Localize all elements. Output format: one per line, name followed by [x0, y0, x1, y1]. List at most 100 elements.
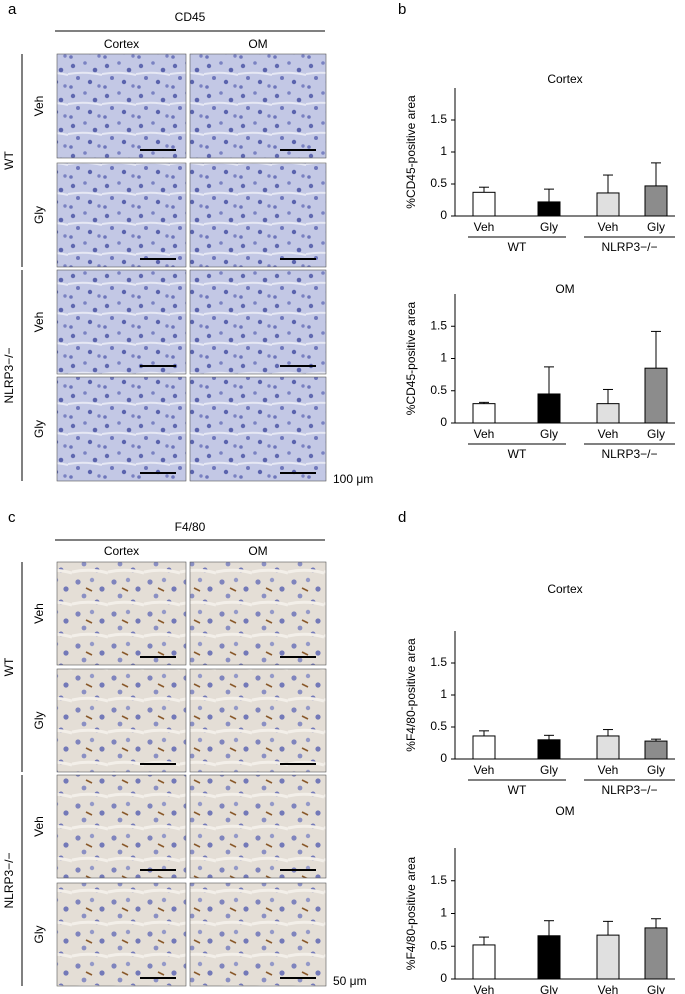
x-tick-label: Veh [474, 763, 495, 777]
genotype-label: WT [2, 657, 16, 676]
row-label: Veh [32, 603, 46, 624]
bar [596, 403, 620, 424]
column-label: OM [248, 37, 267, 51]
x-tick-label: Gly [647, 220, 665, 234]
x-tick-label: Gly [540, 763, 558, 777]
bar [644, 185, 668, 217]
bar [472, 191, 496, 217]
y-tick-label: 1 [440, 687, 447, 701]
row-label: Gly [32, 926, 46, 944]
micrograph [56, 269, 187, 375]
y-tick-label: 1 [440, 351, 447, 365]
marker-label: F4/80 [175, 520, 206, 534]
y-tick-label: 1.5 [430, 655, 447, 669]
y-axis-label: %F4/80-positive area [404, 856, 418, 970]
bar [596, 735, 620, 760]
column-label: Cortex [104, 544, 139, 558]
genotype-label: NLRP3−/− [2, 347, 16, 403]
micrograph [189, 269, 327, 375]
row-label: Veh [32, 312, 46, 333]
bar [472, 944, 496, 980]
column-label: Cortex [104, 37, 139, 51]
genotype-label: WT [2, 151, 16, 170]
bar [644, 367, 668, 424]
group-label: WT [508, 240, 527, 254]
y-axis-label: %CD45-positive area [404, 301, 418, 415]
x-tick-label: Gly [647, 983, 665, 994]
x-tick-label: Gly [540, 220, 558, 234]
bar [472, 403, 496, 424]
y-tick-label: 0 [440, 415, 447, 429]
y-tick-label: 1 [440, 144, 447, 158]
y-axis-label: %F4/80-positive area [404, 638, 418, 752]
row-label: Gly [32, 420, 46, 438]
y-tick-label: 0.5 [430, 383, 447, 397]
x-tick-label: Veh [474, 427, 495, 441]
genotype-label: NLRP3−/− [2, 852, 16, 908]
micrograph [56, 53, 187, 159]
row-label: Gly [32, 206, 46, 224]
y-tick-label: 1.5 [430, 318, 447, 332]
row-label: Veh [32, 96, 46, 117]
micrograph [56, 162, 187, 268]
x-tick-label: Veh [474, 983, 495, 994]
bar [596, 192, 620, 217]
column-label: OM [248, 544, 267, 558]
x-tick-label: Veh [598, 427, 619, 441]
y-tick-label: 0.5 [430, 176, 447, 190]
y-tick-label: 0.5 [430, 938, 447, 952]
micrograph [189, 376, 327, 482]
scale-label: 50 μm [333, 974, 367, 988]
micrograph [189, 53, 327, 159]
bar [537, 201, 561, 217]
bar [644, 927, 668, 980]
group-label: WT [508, 783, 527, 797]
x-tick-label: Veh [598, 983, 619, 994]
micrograph [189, 162, 327, 268]
x-tick-label: Gly [647, 427, 665, 441]
bar [537, 935, 561, 980]
y-tick-label: 1.5 [430, 873, 447, 887]
micrograph [189, 882, 327, 987]
panel-letter: c [8, 509, 16, 526]
x-tick-label: Veh [474, 220, 495, 234]
x-tick-label: Gly [540, 983, 558, 994]
bar [537, 393, 561, 424]
y-tick-label: 0 [440, 751, 447, 765]
micrograph [189, 774, 327, 879]
group-label: WT [508, 447, 527, 461]
micrograph [56, 774, 187, 879]
bar [644, 740, 668, 760]
y-tick-label: 1 [440, 906, 447, 920]
micrograph [56, 882, 187, 987]
micrograph [189, 561, 327, 666]
bar [537, 739, 561, 760]
micrograph [56, 376, 187, 482]
micrograph [56, 668, 187, 773]
y-axis-label: %CD45-positive area [404, 95, 418, 209]
marker-label: CD45 [175, 10, 206, 24]
group-label: NLRP3−/− [601, 783, 657, 797]
panel-letter: b [398, 1, 406, 18]
y-tick-label: 0 [440, 208, 447, 222]
micrograph [56, 561, 187, 666]
row-label: Veh [32, 816, 46, 837]
scale-label: 100 μm [333, 472, 373, 486]
x-tick-label: Veh [598, 763, 619, 777]
x-tick-label: Gly [647, 763, 665, 777]
y-tick-label: 0 [440, 971, 447, 985]
panel-letter: d [398, 509, 406, 526]
y-tick-label: 0.5 [430, 719, 447, 733]
chart-title: OM [555, 804, 574, 818]
group-label: NLRP3−/− [601, 447, 657, 461]
x-tick-label: Gly [540, 427, 558, 441]
chart-title: OM [555, 282, 574, 296]
bar [596, 934, 620, 980]
bar [472, 735, 496, 760]
x-tick-label: Veh [598, 220, 619, 234]
y-tick-label: 1.5 [430, 112, 447, 126]
chart-title: Cortex [547, 72, 582, 86]
micrograph [189, 668, 327, 773]
panel-letter: a [8, 1, 17, 18]
